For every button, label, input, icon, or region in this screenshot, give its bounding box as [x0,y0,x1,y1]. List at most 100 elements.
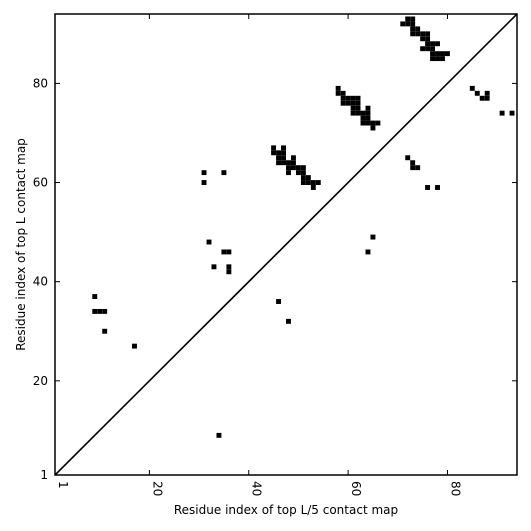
contact-cell [92,308,98,314]
contact-cell [440,51,445,57]
x-axis-label: Residue index of top L/5 contact map [174,503,398,517]
contact-cell [350,100,356,106]
contact-cell [479,95,485,101]
contact-cell [400,21,406,27]
contact-cell [420,46,426,52]
contact-cell [281,145,286,151]
contact-cell [415,26,421,32]
contact-cell [425,41,431,47]
contact-cell [281,155,286,161]
contact-cell [281,160,286,166]
contact-cell [355,110,361,116]
contact-cell [286,318,291,324]
contact-cell [405,16,411,22]
contact-cell [420,36,426,42]
contact-cell [410,26,416,32]
contact-cell [335,90,341,96]
contact-cell [435,51,440,57]
contact-cell [221,249,227,255]
contact-cell [474,90,480,96]
contact-cell [365,115,371,121]
contact-cell [286,160,291,166]
y-tick-label: 1 [40,468,48,482]
contact-cell [315,180,321,185]
contact-cell [350,110,356,116]
contact-cell [415,165,421,171]
contact-cell [201,170,207,176]
contact-cell [415,31,421,37]
contact-cell [216,432,222,438]
contact-cell [300,175,306,181]
contact-cell [340,95,346,101]
contact-cell [271,150,277,156]
contact-cell [355,95,361,101]
contact-cell [435,185,440,190]
contact-cell [499,110,505,116]
contact-cell [425,46,431,52]
contact-cell [430,41,436,47]
contact-cell [365,110,371,116]
contact-cell [276,150,282,156]
contact-cell [370,120,376,126]
x-tick-label: 1 [56,481,70,489]
contact-cell [350,105,356,111]
contact-cell [290,155,296,161]
contact-cell [484,90,490,96]
contact-cell [365,249,371,255]
contact-cell [425,36,431,42]
contact-cell [425,185,431,190]
contact-cell [211,264,217,270]
contact-cell [102,328,108,334]
y-axis-label: Residue index of top L contact map [14,138,28,351]
contact-cell [226,264,232,270]
contact-cell [355,105,361,111]
contact-cell [370,234,376,240]
contact-cell [335,85,341,91]
contact-cell [295,165,301,171]
contact-cell [350,95,356,101]
contact-cell [435,41,440,47]
contact-cell [440,56,445,62]
contact-cell [360,115,366,121]
contact-cell [469,85,475,91]
contact-cell [405,21,411,27]
contact-cell [345,100,351,106]
contact-cell [206,239,212,245]
diagonal-line [54,13,518,476]
y-tick-label: 20 [33,374,48,388]
contact-cell [410,160,416,166]
contact-cell [435,56,440,62]
contact-cell [300,170,306,176]
contact-cell [271,145,277,151]
contact-cell [201,180,207,185]
contact-cell [221,170,227,176]
contact-cell [430,51,436,57]
contact-cell [305,175,311,181]
axis-ticks: 1 20 40 60 80 1 20 40 60 80 [33,14,517,496]
contact-cell [97,308,103,314]
contact-cell [226,249,232,255]
contact-cell [375,120,381,126]
contact-cell [430,46,436,52]
contact-cell [360,110,366,116]
contact-cell [286,170,291,176]
contact-cell [290,165,296,171]
contact-cell [340,100,346,106]
contact-cell [410,21,416,27]
contact-cell [410,31,416,37]
x-tick-label: 60 [349,481,363,496]
contact-cell [509,110,515,116]
contact-cell [290,160,296,166]
contact-cell [360,120,366,126]
contact-cell [365,105,371,111]
contact-cell [355,100,361,106]
contact-cell [365,120,371,126]
y-tick-label: 80 [33,76,48,90]
contact-cell [410,165,416,171]
contact-cell [276,160,282,166]
contact-cell [300,180,306,185]
contact-cell [286,165,291,171]
contact-cells [92,16,515,438]
y-tick-label: 60 [33,176,48,190]
